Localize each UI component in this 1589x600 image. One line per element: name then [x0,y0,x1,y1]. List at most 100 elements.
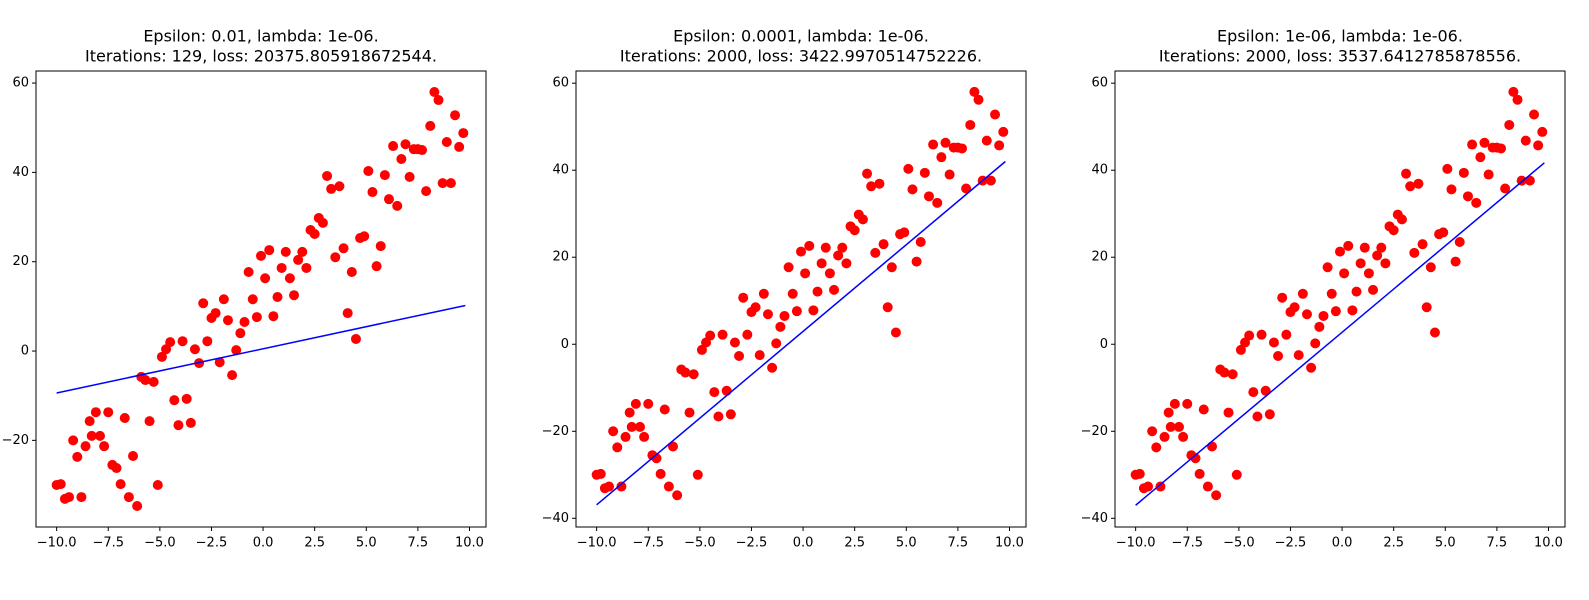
point [1198,404,1209,415]
point [256,250,266,261]
point [148,376,159,387]
point [1182,398,1193,409]
point [1454,237,1465,247]
point [1347,305,1358,316]
point [1413,178,1424,189]
point [80,441,91,452]
point [696,344,707,355]
point [1368,284,1379,295]
point [317,217,328,228]
point [140,375,151,386]
point [400,139,411,150]
point [624,407,635,418]
point [692,469,703,480]
x-tick-label: 0.0 [1332,536,1353,551]
chart-title: Iterations: 2000, loss: 3422.99705147522… [620,47,982,66]
point [1165,421,1176,432]
point [944,169,955,180]
point [1289,302,1300,313]
point [709,387,720,398]
x-tick-label: 2.5 [304,536,325,551]
y-tick-label: −40 [542,511,569,526]
point [923,191,934,202]
point [1268,337,1279,348]
point [181,393,192,404]
point [84,416,95,427]
x-tick-label: 0.0 [793,536,814,551]
point [445,178,456,189]
point [725,409,736,420]
y-tick-label: 0 [21,344,29,359]
point [202,336,213,347]
point [1202,481,1213,492]
point [1462,191,1473,202]
point [450,110,461,121]
point [659,404,670,415]
point [1417,239,1428,250]
point [655,468,666,479]
point [783,262,794,273]
point [119,413,130,424]
point [214,357,225,368]
point [684,407,695,418]
point [620,431,631,442]
point [115,479,126,490]
point [235,328,246,339]
point [969,86,980,97]
point [322,170,333,181]
point [973,94,984,105]
x-tick-label: −5.0 [144,536,176,551]
x-tick-label: −7.5 [1171,536,1203,551]
axes-frame [35,70,487,528]
fit-line [56,304,466,394]
point [55,479,66,490]
point [272,291,283,302]
point [363,166,374,177]
x-tick-label: −10.0 [1116,536,1156,551]
point [243,266,254,277]
point [231,345,242,356]
point [1405,181,1416,192]
point [1310,338,1321,349]
point [668,441,679,452]
point [185,417,196,428]
point [775,321,786,332]
point [334,181,345,192]
point [1252,411,1263,422]
point [1380,258,1391,269]
point [849,225,860,236]
chart-title: Epsilon: 0.0001, lambda: 1e-06. [673,27,929,46]
point [1147,426,1158,437]
point [417,145,428,156]
x-tick-label: 7.5 [948,536,969,551]
point [878,239,889,250]
point [301,262,312,273]
point [342,308,353,319]
point [227,370,238,381]
point [458,128,469,139]
point [841,258,852,269]
point [1155,481,1166,492]
point [1438,227,1449,238]
point [239,317,250,328]
point [1442,163,1453,174]
point [94,430,105,441]
point [454,141,465,152]
point [936,152,947,163]
point [742,329,753,340]
point [1297,288,1308,299]
point [833,250,844,261]
point [379,170,390,181]
y-tick-label: 60 [1091,76,1108,91]
point [86,430,97,441]
point [663,481,674,492]
point [1355,258,1366,269]
point [907,184,918,195]
point [932,197,943,208]
point [758,288,769,299]
point [198,298,209,309]
x-tick-label: 10.0 [1534,536,1563,551]
point [688,369,699,380]
point [293,254,304,265]
point [1264,409,1275,420]
